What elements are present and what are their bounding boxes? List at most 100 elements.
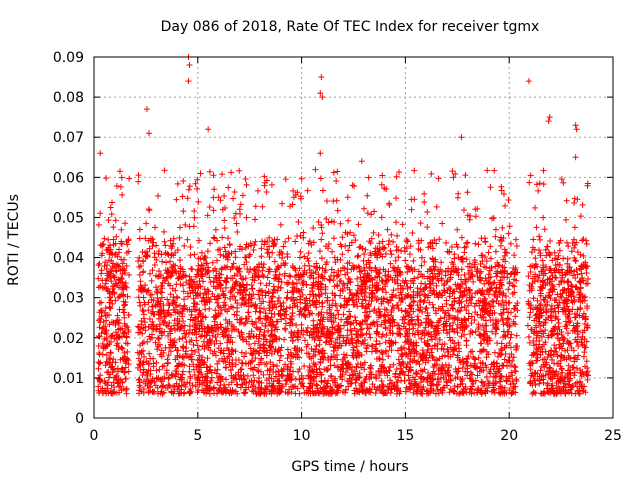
data-point — [172, 249, 179, 256]
data-point — [470, 278, 477, 285]
data-point — [207, 279, 214, 286]
data-point — [356, 321, 363, 328]
data-point — [251, 241, 258, 248]
data-point — [402, 325, 409, 332]
data-point — [492, 263, 499, 270]
data-point — [267, 332, 274, 339]
data-point — [505, 230, 512, 237]
data-point — [184, 236, 191, 243]
data-point — [166, 374, 173, 381]
data-point — [261, 241, 268, 248]
data-point — [136, 254, 143, 261]
data-point — [191, 214, 198, 221]
data-point — [479, 379, 486, 386]
data-point — [116, 306, 123, 313]
data-point — [179, 335, 186, 342]
data-point — [438, 259, 445, 266]
data-point — [563, 197, 570, 204]
data-point — [252, 319, 259, 326]
data-point — [571, 268, 578, 275]
data-point — [550, 351, 557, 358]
data-point — [126, 175, 133, 182]
data-point — [393, 173, 400, 180]
data-point — [234, 228, 241, 235]
data-point — [143, 220, 150, 227]
data-point — [541, 388, 548, 395]
data-point — [180, 208, 187, 215]
data-point — [276, 357, 283, 364]
data-point — [300, 331, 307, 338]
data-point — [448, 243, 455, 250]
data-point — [108, 211, 115, 218]
data-point — [485, 249, 492, 256]
data-point — [390, 287, 397, 294]
data-point — [329, 297, 336, 304]
data-point — [490, 298, 497, 305]
data-point — [475, 241, 482, 248]
data-point — [175, 275, 182, 282]
data-point — [530, 295, 537, 302]
data-point — [378, 333, 385, 340]
data-point — [341, 265, 348, 272]
data-point — [512, 313, 519, 320]
data-point — [193, 337, 200, 344]
data-point — [296, 390, 303, 397]
data-point — [252, 216, 259, 223]
data-point — [540, 296, 547, 303]
data-point — [258, 245, 265, 252]
data-point — [250, 372, 257, 379]
data-point — [271, 258, 278, 265]
data-point — [232, 248, 239, 255]
data-point — [177, 224, 184, 231]
data-point — [498, 183, 505, 190]
data-point — [125, 327, 132, 334]
data-point — [190, 366, 197, 373]
data-point — [123, 334, 130, 341]
data-point — [462, 172, 469, 179]
data-point — [164, 359, 171, 366]
data-point — [310, 224, 317, 231]
data-point — [189, 266, 196, 273]
data-point — [101, 235, 108, 242]
data-point — [542, 246, 549, 253]
data-point — [467, 331, 474, 338]
data-point — [572, 314, 579, 321]
data-point — [477, 274, 484, 281]
data-point — [409, 230, 416, 237]
data-point — [266, 307, 273, 314]
data-point — [449, 351, 456, 358]
data-point — [242, 360, 249, 367]
data-point — [563, 239, 570, 246]
data-point — [107, 350, 114, 357]
data-point — [158, 294, 165, 301]
data-point — [250, 266, 257, 273]
data-point — [181, 322, 188, 329]
data-point — [450, 305, 457, 312]
data-point — [412, 320, 419, 327]
data-point — [154, 290, 161, 297]
data-point — [319, 265, 326, 272]
data-point — [221, 217, 228, 224]
data-point — [146, 350, 153, 357]
data-point — [295, 276, 302, 283]
data-point — [365, 174, 372, 181]
data-point — [171, 317, 178, 324]
data-point — [511, 289, 518, 296]
data-point — [398, 247, 405, 254]
data-point — [214, 379, 221, 386]
data-point — [315, 218, 322, 225]
data-point — [339, 251, 346, 258]
data-point — [236, 167, 243, 174]
data-point — [446, 249, 453, 256]
data-point — [491, 167, 498, 174]
data-point — [310, 291, 317, 298]
data-point — [296, 254, 303, 261]
data-point — [204, 286, 211, 293]
data-point — [278, 344, 285, 351]
data-point — [140, 257, 147, 264]
data-point — [376, 308, 383, 315]
data-point — [191, 251, 198, 258]
data-point — [490, 317, 497, 324]
data-point — [484, 167, 491, 174]
data-point — [297, 299, 304, 306]
